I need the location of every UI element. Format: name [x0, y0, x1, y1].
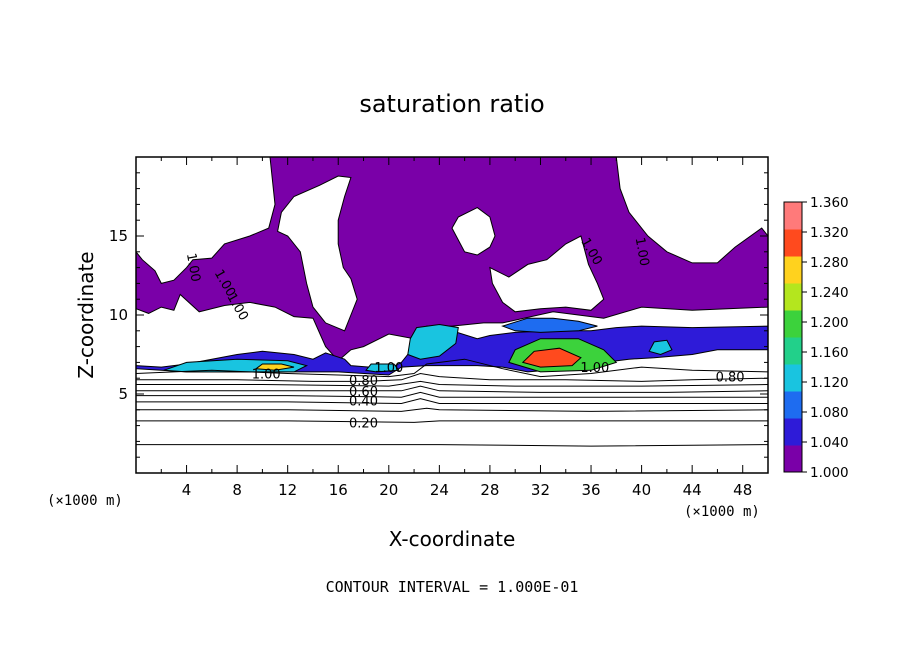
isoline-0.7 [136, 380, 769, 387]
contour-label: 0.20 [349, 417, 378, 432]
contour-label: 1.00 [632, 236, 652, 267]
colorbar-band [784, 310, 802, 338]
colorbar-band [784, 337, 802, 365]
cloud-regions [135, 156, 769, 376]
colorbar-band [784, 364, 802, 392]
region-left-core-max [254, 363, 295, 371]
colorbar-tick-label: 1.160 [810, 345, 849, 361]
x-unit-label: (×1000 m) [684, 504, 760, 520]
x-tick-label: 44 [683, 481, 702, 499]
colorbar-band [784, 418, 802, 446]
region-right-core-max [521, 347, 582, 368]
region-right-upper-band [501, 317, 598, 333]
colorbar-band [784, 445, 802, 473]
x-tick-label: 8 [232, 481, 242, 499]
colorbar-tick-label: 1.000 [810, 465, 849, 481]
isoline-0.2 [136, 420, 768, 423]
colorbar-band [784, 202, 802, 230]
region-far-right-patch [648, 339, 673, 356]
region-center-tower [407, 323, 459, 360]
region-left-upper-gap [277, 175, 358, 332]
y-tick-label: 15 [109, 227, 128, 245]
contour-label: 1.00 [374, 361, 403, 376]
isoline-0.3 [136, 407, 769, 412]
isoline-0.8 [136, 372, 769, 382]
y-axis-ticks: 5 10 15 [109, 172, 768, 458]
x-tick-label: 48 [733, 481, 752, 499]
colorbar-band [784, 256, 802, 284]
x-tick-label: 20 [379, 481, 398, 499]
colorbar-tick-label: 1.120 [810, 375, 849, 391]
colorbar-band [784, 229, 802, 257]
colorbar-tick-label: 1.320 [810, 225, 849, 241]
colorbar-band [784, 391, 802, 419]
x-tick-label: 24 [430, 481, 449, 499]
x-tick-label: 40 [632, 481, 651, 499]
x-tick-label: 36 [581, 481, 600, 499]
contour-label: 1.00 [183, 252, 203, 283]
colorbar-frame [783, 201, 803, 473]
isoline-0.1 [136, 444, 769, 447]
colorbar: 1.000 1.040 1.080 1.120 1.160 1.200 1.240 1.280… [783, 195, 849, 481]
x-axis-label: X-coordinate [389, 527, 516, 551]
isoline-0.9 [135, 358, 769, 378]
isoline-0.5 [136, 391, 768, 398]
chart-title: saturation ratio [359, 90, 544, 118]
isoline-0.6 [136, 385, 769, 393]
contour-label: 0.80 [716, 371, 745, 386]
contour-label: 1.00 [252, 368, 281, 383]
colorbar-tick-label: 1.360 [810, 195, 849, 211]
contour-label: 0.40 [349, 394, 378, 409]
z-unit-label: (×1000 m) [47, 493, 123, 509]
contour-lines [135, 358, 769, 447]
x-axis-ticks: 4 8 12 16 20 24 28 32 36 40 44 48 [160, 157, 752, 499]
contour-label: 0.80 [349, 374, 378, 389]
colorbar-tick-label: 1.280 [810, 255, 849, 271]
x-tick-label: 32 [531, 481, 550, 499]
y-axis-label: Z-coordinate [74, 251, 98, 378]
x-tick-label: 12 [278, 481, 297, 499]
colorbar-band [784, 283, 802, 311]
x-tick-label: 16 [329, 481, 348, 499]
y-tick-label: 10 [109, 306, 128, 324]
x-tick-label: 28 [480, 481, 499, 499]
region-mid-small-core [365, 363, 400, 373]
contour-interval-note: CONTOUR INTERVAL = 1.000E-01 [326, 578, 579, 596]
contour-label: 1.00 [580, 361, 609, 376]
isoline-0.4 [136, 398, 768, 405]
x-tick-label: 4 [182, 481, 192, 499]
contour-label: 0.60 [349, 385, 378, 400]
region-center-upper-gap [451, 207, 496, 256]
y-tick-label: 5 [118, 385, 128, 403]
colorbar-tick-label: 1.240 [810, 285, 849, 301]
region-center-lower-gap [489, 235, 605, 313]
plot-area: 1.00 1.000.800.800.600.400.201.001.00 1.00… [109, 156, 769, 499]
colorbar-tick-label: 1.200 [810, 315, 849, 331]
colorbar-tick-label: 1.040 [810, 435, 849, 451]
colorbar-tick-label: 1.080 [810, 405, 849, 421]
